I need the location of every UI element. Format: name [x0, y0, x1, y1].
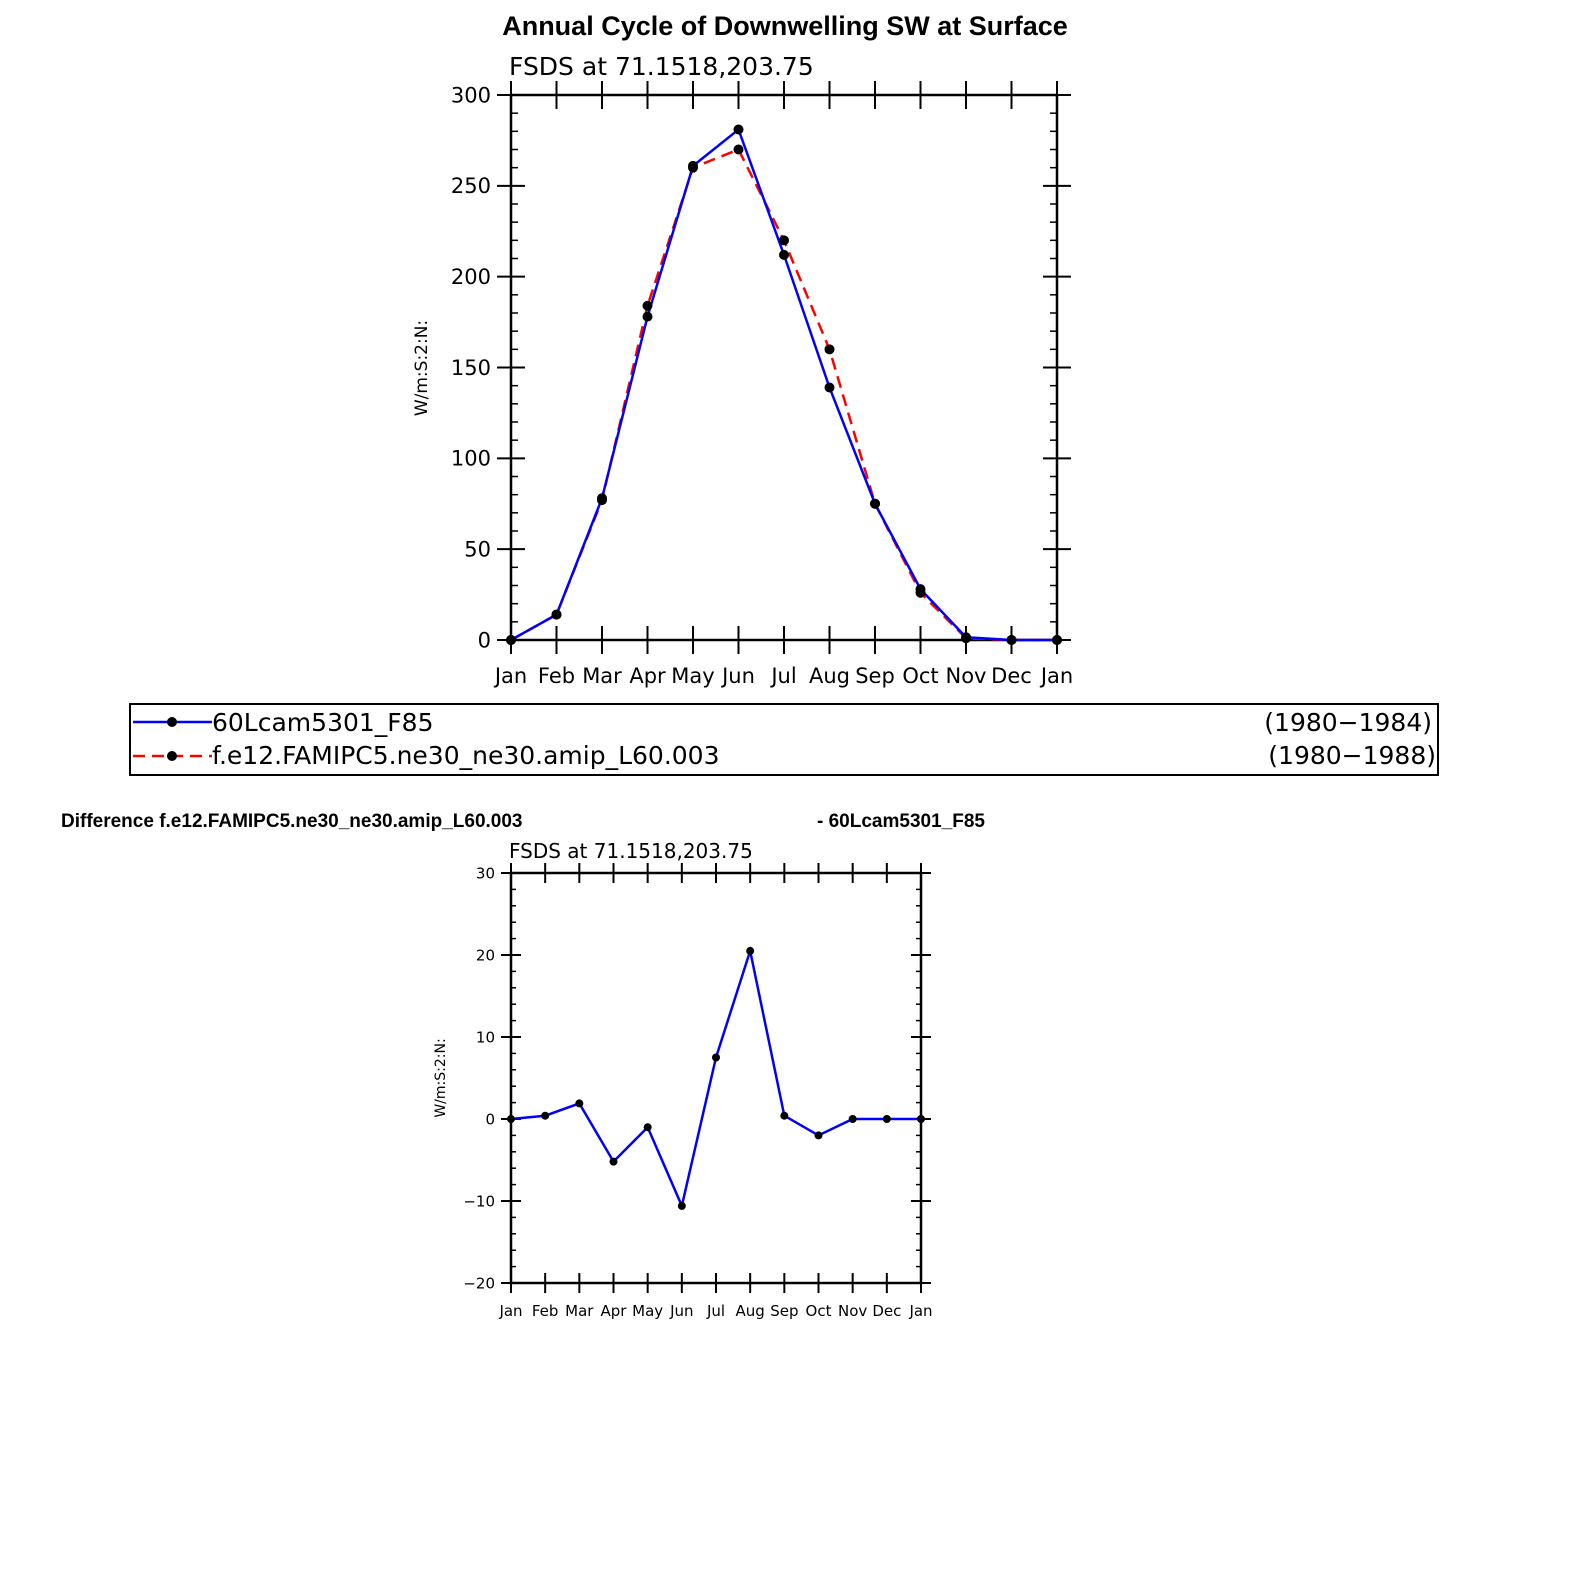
data-point-s1: [779, 249, 789, 260]
y-tick-label: 10: [476, 1028, 495, 1046]
data-point-s2: [688, 162, 698, 173]
x-tick-label: Mar: [565, 1302, 594, 1320]
data-point-s1: [917, 1115, 925, 1123]
data-point-s2: [506, 635, 516, 645]
legend-entry-1: 60Lcam5301_F85 (1980−1984): [133, 708, 1432, 737]
y-tick-label: 200: [451, 265, 491, 289]
y-tick-label: 0: [485, 1110, 495, 1128]
x-tick-label: Jun: [669, 1302, 693, 1320]
legend-name-1: 60Lcam5301_F85: [212, 708, 433, 737]
legend-years-2: (1980−1988): [1268, 741, 1436, 770]
data-point-s1: [642, 311, 653, 322]
chart1-ylabel: W/m:S:2:N:: [412, 320, 432, 416]
y-tick-label: 100: [451, 447, 491, 471]
x-tick-label: Jul: [706, 1302, 725, 1320]
legend-entry-2: f.e12.FAMIPC5.ne30_ne30.amip_L60.003 (19…: [133, 741, 1436, 770]
y-tick-label: 50: [464, 538, 491, 562]
data-point-s1: [733, 124, 744, 135]
x-tick-label: Aug: [809, 664, 850, 688]
x-tick-label: May: [671, 664, 714, 688]
data-point-s2: [870, 498, 880, 509]
x-tick-label: Apr: [629, 664, 666, 688]
data-point-s2: [642, 300, 653, 311]
data-point-s2: [915, 587, 926, 598]
x-tick-label: May: [632, 1302, 663, 1320]
x-tick-label: Aug: [736, 1302, 765, 1320]
y-tick-label: −10: [463, 1192, 495, 1210]
diff-title-right: - 60Lcam5301_F85: [817, 811, 985, 832]
data-point-s1: [814, 1131, 823, 1140]
chart1-subtitle: FSDS at 71.1518,203.75: [509, 52, 814, 81]
legend-name-2: f.e12.FAMIPC5.ne30_ne30.amip_L60.003: [212, 741, 720, 770]
x-tick-label: Jan: [1039, 664, 1073, 688]
legend: 60Lcam5301_F85 (1980−1984) f.e12.FAMIPC5…: [129, 703, 1439, 776]
x-tick-label: Dec: [991, 664, 1032, 688]
x-tick-label: Mar: [582, 664, 622, 688]
x-tick-label: Sep: [770, 1302, 798, 1320]
data-point-s2: [779, 235, 789, 246]
y-tick-label: 250: [451, 174, 491, 198]
data-point-s2: [1006, 635, 1017, 645]
y-tick-label: 0: [478, 628, 491, 652]
series-line-2: [510, 147, 1057, 642]
data-point-s1: [507, 1115, 515, 1123]
legend-box: [129, 703, 1439, 776]
data-point-s2: [733, 144, 744, 155]
data-point-s2: [961, 633, 971, 644]
data-point-s2: [597, 495, 607, 506]
legend-marker-1: [167, 717, 177, 727]
x-tick-label: Oct: [806, 1302, 832, 1320]
chart2-subtitle: FSDS at 71.1518,203.75: [509, 839, 753, 863]
x-tick-label: Feb: [538, 664, 575, 688]
data-point-s1: [677, 1201, 686, 1210]
data-point-s1: [882, 1115, 891, 1123]
main-title: Annual Cycle of Downwelling SW at Surfac…: [502, 11, 1068, 41]
x-tick-label: Apr: [601, 1302, 628, 1320]
x-tick-label: Jan: [493, 664, 527, 688]
x-tick-label: Jun: [720, 664, 755, 688]
data-point-s1: [712, 1053, 720, 1062]
y-tick-label: 150: [451, 356, 491, 380]
x-tick-label: Jan: [498, 1302, 522, 1320]
chart2-ylabel: W/m:S:2:N:: [433, 1038, 449, 1117]
x-tick-label: Sep: [855, 664, 895, 688]
x-tick-label: Nov: [946, 664, 987, 688]
data-point-s1: [575, 1099, 584, 1108]
legend-marker-2: [167, 751, 177, 761]
x-tick-label: Jul: [769, 664, 796, 688]
data-point-s1: [609, 1157, 618, 1166]
difference-chart: FSDS at 71.1518,203.75 W/m:S:2:N: −20 −10…: [433, 839, 933, 1320]
y-tick-label: −20: [463, 1274, 495, 1292]
data-point-s1: [746, 946, 755, 955]
data-point-s2: [1052, 635, 1062, 645]
data-point-s1: [780, 1111, 789, 1120]
data-point-s1: [643, 1123, 652, 1132]
x-tick-label: Nov: [838, 1302, 867, 1320]
y-tick-label: 30: [476, 864, 495, 882]
data-point-s1: [541, 1111, 550, 1120]
series-line-1: [510, 945, 921, 1210]
plot-frame: [509, 871, 923, 1285]
data-point-s2: [824, 344, 835, 355]
data-point-s1: [848, 1115, 857, 1123]
plot-frame: [509, 93, 1059, 642]
x-tick-label: Feb: [532, 1302, 559, 1320]
x-tick-label: Dec: [872, 1302, 901, 1320]
y-tick-label: 300: [451, 83, 491, 107]
y-tick-label: 20: [476, 946, 495, 964]
annual-cycle-chart: FSDS at 71.1518,203.75 W/m:S:2:N: 0 50 100…: [412, 52, 1073, 688]
legend-years-1: (1980−1984): [1264, 708, 1432, 737]
diff-title-left: Difference f.e12.FAMIPC5.ne30_ne30.amip_…: [61, 811, 523, 832]
series-line-1: [510, 127, 1057, 642]
data-point-s1: [824, 382, 835, 393]
data-point-s2: [551, 609, 562, 620]
x-tick-label: Oct: [902, 664, 938, 688]
x-tick-label: Jan: [908, 1302, 932, 1320]
